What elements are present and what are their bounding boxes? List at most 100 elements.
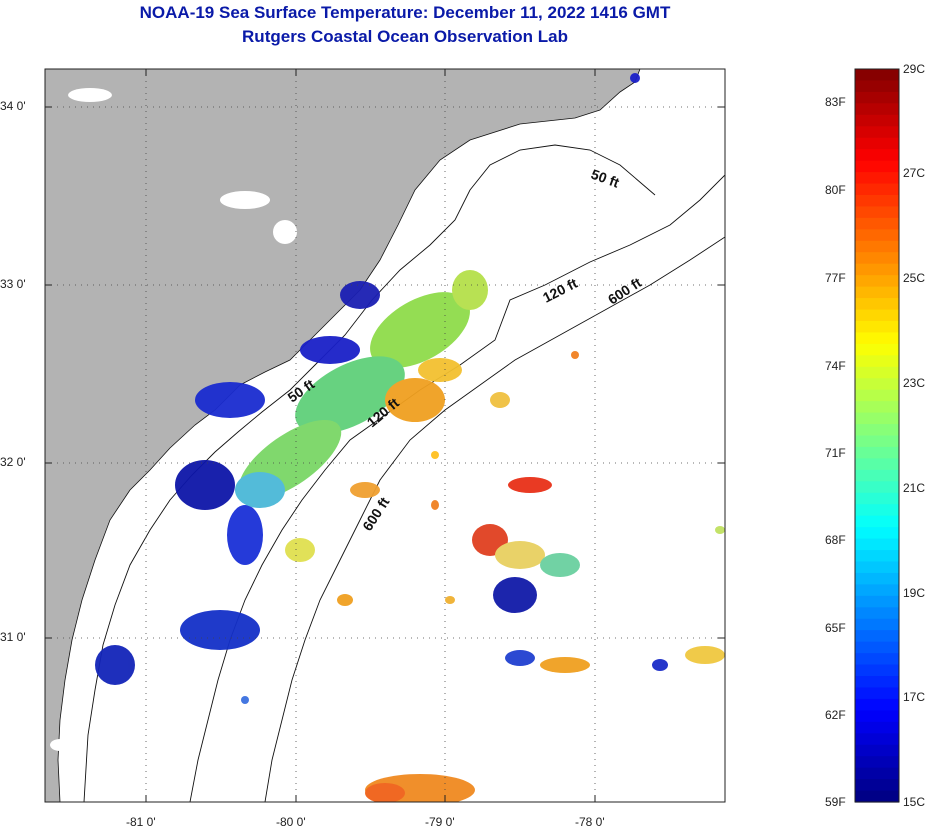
map-frame xyxy=(44,68,726,803)
colorbar-stripe xyxy=(855,412,899,425)
colorbar-stripe xyxy=(855,584,899,597)
colorbar-stripe xyxy=(855,69,899,82)
colorbar-stripe xyxy=(855,424,899,437)
cbar-f-label: 65F xyxy=(825,621,846,635)
isobath-120ft xyxy=(189,174,725,802)
colorbar-stripe xyxy=(855,206,899,219)
cbar-c-label: 21C xyxy=(903,481,926,495)
isobath-50ft xyxy=(83,144,656,802)
graticule xyxy=(45,69,725,802)
colorbar-stripe xyxy=(855,389,899,402)
colorbar-stripe xyxy=(855,401,899,414)
land-area xyxy=(45,69,640,802)
colorbar-stripe xyxy=(855,733,899,746)
colorbar-stripe xyxy=(855,698,899,711)
colorbar-frame xyxy=(854,68,900,803)
cbar-f-label: 62F xyxy=(825,708,846,722)
lon-label-81: -81 0' xyxy=(126,815,156,829)
cbar-c-label: 15C xyxy=(903,795,926,809)
colorbar-stripe xyxy=(855,538,899,551)
colorbar-stripe xyxy=(855,149,899,162)
no-data-masks xyxy=(50,88,297,751)
cbar-c-label: 23C xyxy=(903,376,926,390)
cbar-f-label: 59F xyxy=(825,795,846,809)
colorbar-stripe xyxy=(855,595,899,608)
colorbar-stripe xyxy=(855,378,899,391)
colorbar-stripe xyxy=(855,80,899,93)
colorbar-stripe xyxy=(855,332,899,345)
colorbar-stripe xyxy=(855,710,899,723)
colorbar-stripe xyxy=(855,721,899,734)
colorbar-stripe xyxy=(855,469,899,482)
colorbar-stripe xyxy=(855,504,899,517)
colorbar-stripe xyxy=(855,91,899,104)
cbar-f-label: 71F xyxy=(825,446,846,460)
colorbar-stripe xyxy=(855,355,899,368)
colorbar-stripes xyxy=(855,69,899,803)
colorbar-stripe xyxy=(855,756,899,769)
colorbar-stripe xyxy=(855,263,899,276)
lat-label-34: 34 0' xyxy=(0,99,26,113)
lat-label-31: 31 0' xyxy=(0,630,26,644)
cbar-c-label: 17C xyxy=(903,690,926,704)
colorbar-stripe xyxy=(855,561,899,574)
colorbar-stripe xyxy=(855,458,899,471)
cbar-f-label: 74F xyxy=(825,359,846,373)
cbar-c-label: 25C xyxy=(903,271,926,285)
cbar-f-label: 68F xyxy=(825,533,846,547)
colorbar-stripe xyxy=(855,275,899,288)
colorbar-stripe xyxy=(855,366,899,379)
colorbar-stripe xyxy=(855,618,899,631)
colorbar-stripe xyxy=(855,252,899,265)
lon-label-78: -78 0' xyxy=(575,815,605,829)
colorbar-stripe xyxy=(855,767,899,780)
colorbar-stripe xyxy=(855,309,899,322)
isobath-600ft xyxy=(264,236,725,802)
colorbar-stripe xyxy=(855,641,899,654)
cbar-f-label: 77F xyxy=(825,271,846,285)
colorbar-stripe xyxy=(855,481,899,494)
tick-marks xyxy=(45,69,725,802)
cbar-c-label: 27C xyxy=(903,166,926,180)
colorbar-stripe xyxy=(855,790,899,803)
map-subtitle: Rutgers Coastal Ocean Observation Lab xyxy=(242,27,568,46)
colorbar-stripe xyxy=(855,630,899,643)
lat-label-32: 32 0' xyxy=(0,455,26,469)
lon-label-80: -80 0' xyxy=(276,815,306,829)
colorbar-stripe xyxy=(855,298,899,311)
colorbar-stripe xyxy=(855,160,899,173)
colorbar-stripe xyxy=(855,126,899,139)
colorbar-stripe xyxy=(855,515,899,528)
lon-label-79: -79 0' xyxy=(425,815,455,829)
sst-patches xyxy=(95,73,725,802)
map-title: NOAA-19 Sea Surface Temperature: Decembe… xyxy=(139,3,671,22)
colorbar-stripe xyxy=(855,676,899,689)
colorbar-stripe xyxy=(855,229,899,242)
colorbar-stripe xyxy=(855,492,899,505)
colorbar-stripe xyxy=(855,446,899,459)
colorbar-stripe xyxy=(855,744,899,757)
cbar-c-label: 19C xyxy=(903,586,926,600)
colorbar-stripe xyxy=(855,320,899,334)
colorbar-stripe xyxy=(855,194,899,208)
colorbar-stripe xyxy=(855,550,899,563)
colorbar-stripe xyxy=(855,286,899,299)
colorbar-stripe xyxy=(855,687,899,700)
colorbar-stripe xyxy=(855,172,899,185)
cbar-f-label: 83F xyxy=(825,95,846,109)
colorbar-stripe xyxy=(855,435,899,448)
colorbar-stripe xyxy=(855,572,899,585)
colorbar-stripe xyxy=(855,527,899,540)
lat-label-33: 33 0' xyxy=(0,277,26,291)
coastline xyxy=(57,69,641,802)
colorbar-stripe xyxy=(855,103,899,116)
colorbar-stripe xyxy=(855,664,899,677)
colorbar-stripe xyxy=(855,653,899,666)
cbar-c-label: 29C xyxy=(903,62,926,76)
colorbar-stripe xyxy=(855,217,899,230)
colorbar-stripe xyxy=(855,779,899,792)
colorbar-stripe xyxy=(855,240,899,253)
colorbar-stripe xyxy=(855,137,899,150)
